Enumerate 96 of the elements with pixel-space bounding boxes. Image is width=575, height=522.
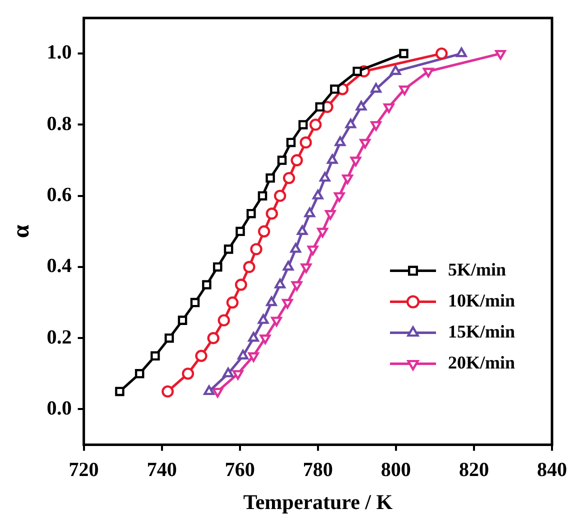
- point: [383, 103, 394, 114]
- point: [370, 83, 382, 93]
- point: [330, 84, 340, 94]
- point: [300, 263, 312, 274]
- point: [319, 172, 330, 182]
- point: [334, 192, 345, 202]
- point: [226, 296, 239, 309]
- point: [162, 385, 174, 398]
- point: [236, 226, 245, 236]
- point: [307, 246, 318, 256]
- point: [312, 190, 324, 200]
- point: [282, 298, 293, 309]
- y-tick-label: 0.4: [46, 255, 72, 278]
- point: [435, 47, 448, 60]
- legend-label: 5K/min: [448, 259, 506, 280]
- x-tick-label: 820: [458, 458, 489, 481]
- point: [300, 136, 312, 149]
- point: [150, 351, 160, 361]
- point: [495, 50, 506, 60]
- point: [370, 121, 382, 131]
- x-tick-label: 780: [302, 458, 333, 481]
- point: [282, 172, 296, 184]
- point: [134, 369, 144, 378]
- point: [178, 316, 188, 325]
- point: [202, 280, 212, 290]
- point: [271, 316, 282, 326]
- point: [258, 225, 270, 238]
- point: [342, 174, 353, 184]
- point: [360, 138, 371, 149]
- point: [290, 243, 302, 253]
- point: [350, 156, 362, 166]
- point: [115, 386, 124, 396]
- point: [324, 210, 336, 220]
- legend-label: 10K/min: [448, 290, 516, 310]
- point: [345, 118, 356, 128]
- point: [234, 278, 248, 291]
- x-tick-label: 840: [537, 458, 567, 481]
- point: [266, 208, 278, 220]
- point: [291, 281, 302, 291]
- point: [317, 228, 328, 238]
- y-tick-label: 0.6: [46, 184, 72, 206]
- y-tick-label: 1.0: [46, 42, 72, 64]
- y-tick-label: 0.0: [46, 397, 72, 420]
- point: [266, 173, 275, 183]
- point: [260, 334, 271, 344]
- point: [222, 368, 234, 378]
- point: [290, 154, 303, 166]
- y-axis-title: α: [8, 224, 35, 238]
- point: [218, 314, 230, 326]
- point: [422, 68, 434, 78]
- x-tick-label: 760: [224, 458, 255, 481]
- point: [248, 352, 259, 362]
- point: [224, 244, 234, 254]
- y-tick-label: 0.8: [46, 112, 72, 135]
- point: [352, 66, 362, 76]
- point: [190, 298, 200, 308]
- point: [304, 208, 316, 218]
- point: [282, 260, 294, 271]
- point: [207, 332, 220, 344]
- point: [258, 314, 269, 324]
- point: [399, 86, 410, 96]
- point: [274, 278, 286, 288]
- point: [356, 100, 367, 111]
- point: [232, 370, 244, 380]
- point: [286, 138, 296, 148]
- point: [390, 65, 401, 75]
- point: [399, 48, 408, 58]
- x-tick-label: 800: [380, 458, 411, 481]
- legend-label: 20K/min: [448, 352, 516, 372]
- point: [334, 136, 346, 146]
- point: [277, 156, 287, 165]
- point: [212, 262, 222, 272]
- point: [212, 388, 224, 398]
- point: [309, 118, 322, 131]
- x-tick-label: 720: [68, 458, 99, 481]
- point: [456, 47, 467, 58]
- point: [326, 154, 338, 164]
- point: [164, 333, 174, 343]
- legend-label: 15K/min: [448, 321, 516, 342]
- point: [243, 260, 256, 274]
- x-axis-title: Temperature / K: [243, 490, 394, 514]
- y-tick-label: 0.2: [46, 326, 72, 348]
- point: [238, 350, 248, 360]
- point: [266, 296, 277, 306]
- point: [250, 243, 262, 256]
- point: [195, 350, 208, 362]
- point: [296, 225, 308, 235]
- point: [182, 368, 194, 380]
- point: [246, 208, 256, 218]
- x-tick-label: 740: [146, 458, 177, 481]
- point: [248, 332, 259, 342]
- point: [274, 190, 286, 202]
- point: [315, 102, 324, 112]
- point: [258, 191, 268, 200]
- point: [204, 385, 214, 396]
- point: [298, 120, 308, 130]
